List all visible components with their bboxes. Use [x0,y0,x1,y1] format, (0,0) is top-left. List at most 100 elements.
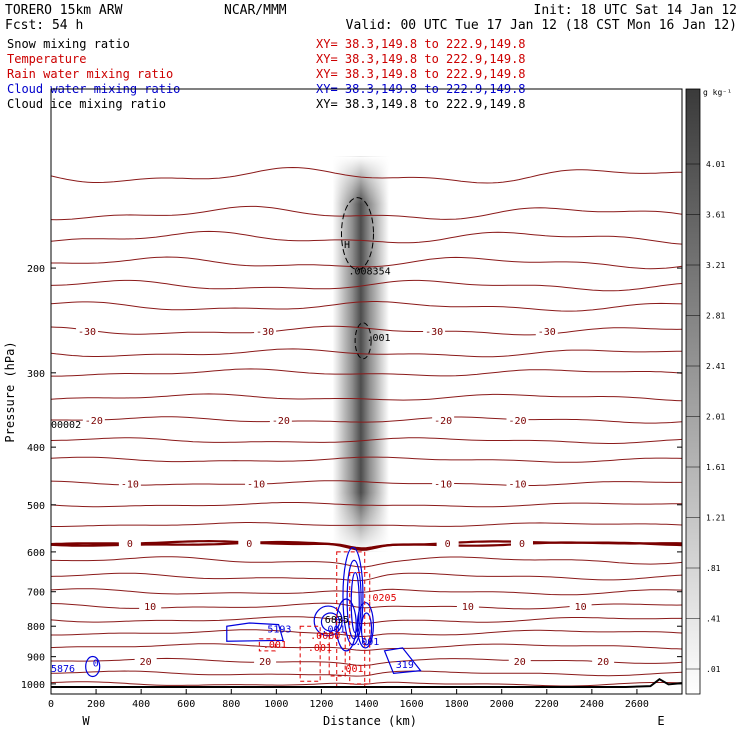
isotherm-label-bg [139,600,162,612]
isotherm-line [51,556,682,568]
isotherm-label: 20 [140,657,152,668]
isotherm-label-bg [238,537,261,549]
rain-contour [328,632,346,677]
isotherm-label-bg [432,413,455,425]
colorbar-label: 1.61 [706,463,725,472]
temperature-isotherms: -30 -30 -30 -30-20 -20 -20 -20-10 -10 -10 -100 0 0 0… [51,166,682,687]
x-tick-label: 200 [87,699,105,710]
isotherm-label: -10 [508,479,526,490]
cloud-water-contour [383,647,422,674]
isotherm-label-bg [432,477,455,489]
org-label: NCAR/MMM [224,3,287,18]
colorbar-units: g kg⁻¹ [703,88,732,97]
x-tick-label: 400 [132,699,150,710]
field-cloud-ice-xy: XY= 38.3,149.8 to 222.9,149.8 [316,97,526,111]
isotherm-label-bg [506,413,529,425]
isotherm-label: 0 [246,539,252,550]
x-tick-label: 2600 [625,699,649,710]
isotherm-label-bg [423,324,446,336]
rain-contour [258,638,276,652]
field-legend: Snow mixing ratio XY= 38.3,149.8 to 222.… [7,37,526,111]
isotherm-label-bg [134,654,157,666]
colorbar-label: 2.01 [706,413,725,422]
terrain-line [51,677,682,688]
model-title: TORERO 15km ARW [5,3,123,18]
isotherm-label-bg [118,537,141,549]
cloud-water-contour [226,622,284,642]
colorbar-label: 1.21 [706,514,725,523]
isotherm-label: -20 [508,416,526,427]
rain-contour [349,572,371,685]
isotherm-line [51,502,682,508]
y-tick-label: 600 [27,548,45,559]
isotherm-line [51,616,682,625]
isotherm-label-bg [569,600,592,612]
isotherm-label: -30 [256,327,274,338]
ice-contour [354,322,372,360]
cloud-water-contour [335,598,357,652]
cloud-water-label: .001 [355,637,379,648]
isotherm-label-bg [456,600,479,612]
isotherm-line [51,368,682,377]
isotherm-line [51,393,682,402]
colorbar-label: 3.61 [706,211,725,220]
y-tick-label: 700 [27,588,45,599]
isotherm-label-bg [510,537,533,549]
isotherm-line [51,325,682,336]
cloud-water-cell-label: 5193 [267,625,291,636]
rain-label: .0000 [310,631,340,642]
colorbar: g kg⁻¹ 4.01 3.61 3.21 2.81 2.41 2.01 1.61 1.21.… [685,88,732,695]
isotherm-line [51,643,682,651]
isotherm-line [51,437,682,444]
isotherm-label-bg [76,324,99,336]
cloud-water-contour [350,571,360,634]
ice-contour [340,197,374,271]
x-tick-label: 2400 [580,699,604,710]
field-rain: Rain water mixing ratio [7,67,173,81]
colorbar-label: .41 [706,615,721,624]
init-time: Init: 18 UTC Sat 14 Jan 12 [534,3,738,18]
isotherm-label-bg [535,324,558,336]
x-tick-label: 1200 [309,699,333,710]
plot-area: -30 -30 -30 -30-20 -20 -20 -20-10 -10 -10 -100 0 0 0… [51,156,682,688]
cloud-water-contour [320,612,341,632]
isotherm-label: 0 [127,539,133,550]
field-temperature: Temperature [7,52,86,66]
cloud-water-label: .001 [321,625,345,636]
isotherm-label: 10 [144,602,156,613]
field-snow-xy: XY= 38.3,149.8 to 222.9,149.8 [316,37,526,51]
rain-label: .001 [339,664,363,675]
isotherm-label: 20 [514,657,526,668]
field-cloud-ice: Cloud ice mixing ratio [7,97,166,111]
ice-contour-label: .001 [367,333,391,344]
isotherm-label: -30 [538,327,556,338]
x-tick-label: 1000 [264,699,288,710]
edge-label: 00002 [51,420,81,431]
rain-label: .001 [308,643,332,654]
isotherm-label-bg [269,413,292,425]
cloud-water-contour [85,655,101,678]
isotherm-line [51,205,682,221]
isotherm-label: -10 [247,479,265,490]
edge-label: 5876 [51,664,75,675]
x-tick-label: 1600 [400,699,424,710]
y-tick-label: 300 [27,369,45,380]
field-temperature-xy: XY= 38.3,149.8 to 222.9,149.8 [316,52,526,66]
field-snow: Snow mixing ratio [7,37,130,51]
isotherm-label: 20 [597,657,609,668]
rain-label: .0205 [367,593,397,604]
hydrometeor-contours: H.008354.001683551933190.0205.0000.001.0… [51,197,422,687]
header: TORERO 15km ARW NCAR/MMM Init: 18 UTC Sa… [5,3,737,33]
isotherm-label-bg [508,654,531,666]
isotherm-label: 20 [259,657,271,668]
x-tick-label: 600 [177,699,195,710]
isotherm-line [51,166,682,184]
isotherm-label-bg [436,537,459,549]
x-axis-west-label: W [82,714,90,728]
y-tick-label: 200 [27,264,45,275]
isotherm-line [51,670,682,677]
colorbar-label: 4.01 [706,160,725,169]
cloud-water-cell-label: 0 [93,659,99,670]
valid-time: Valid: 00 UTC Tue 17 Jan 12 (18 CST Mon … [346,18,737,33]
isotherm-line [51,279,682,292]
